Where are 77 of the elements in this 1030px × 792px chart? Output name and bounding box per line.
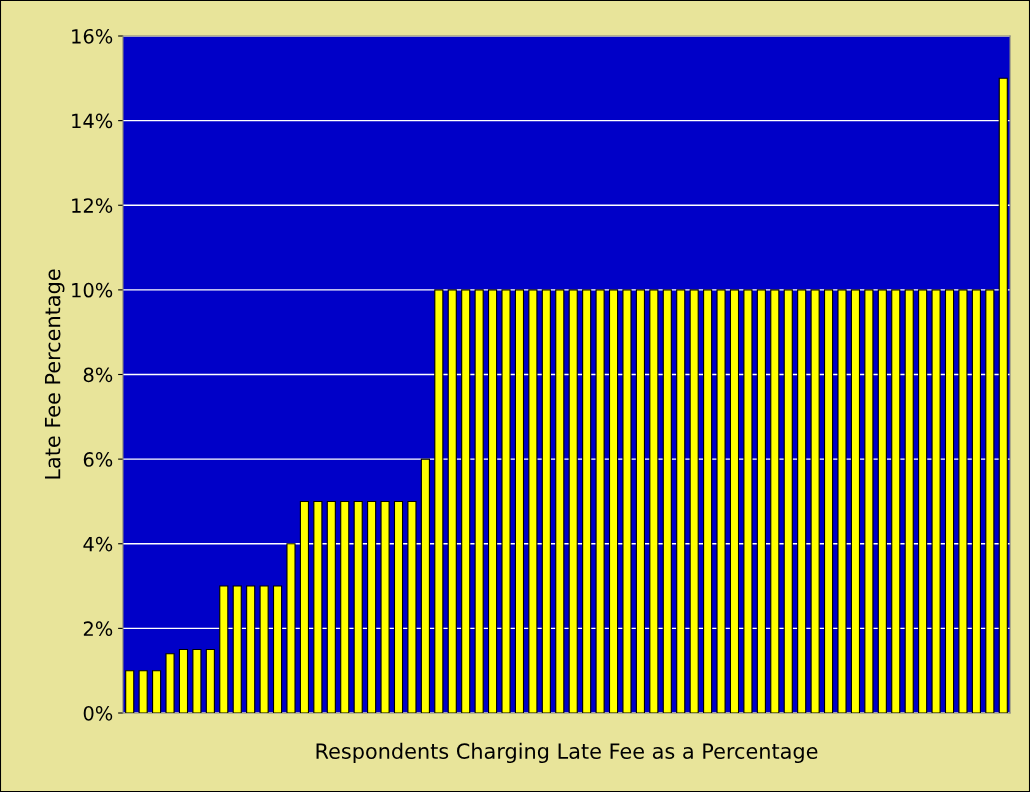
y-tick-label: 10% — [72, 282, 113, 298]
bar — [823, 289, 834, 713]
bar — [622, 289, 632, 713]
bar — [380, 500, 390, 713]
bar — [716, 289, 726, 713]
bar — [474, 289, 484, 713]
bar — [864, 289, 874, 713]
bar — [649, 289, 659, 713]
bar — [353, 500, 363, 713]
y-tick-label: 0% — [83, 705, 113, 721]
bar — [434, 289, 444, 713]
bar — [595, 289, 605, 713]
bar — [555, 289, 565, 713]
bar — [891, 289, 901, 713]
bar — [219, 585, 229, 713]
bar — [487, 289, 498, 713]
bar — [998, 77, 1008, 713]
bar — [662, 289, 672, 713]
bar — [286, 543, 296, 713]
bar — [877, 289, 887, 713]
bar — [367, 500, 377, 713]
bar — [729, 289, 740, 713]
bar — [770, 289, 780, 713]
bar — [259, 585, 269, 713]
bar — [756, 289, 766, 713]
bar — [447, 289, 457, 713]
bar — [971, 289, 981, 713]
bar — [689, 289, 699, 713]
bar — [635, 289, 646, 713]
bar — [703, 289, 713, 713]
bar — [904, 289, 914, 713]
bar — [420, 458, 430, 713]
bar — [514, 289, 525, 713]
bar — [944, 289, 955, 713]
bar — [125, 670, 135, 713]
bar — [541, 289, 551, 713]
y-tick-label: 8% — [83, 367, 113, 383]
y-tick-label: 2% — [83, 621, 113, 637]
bar — [246, 585, 256, 713]
bar — [152, 670, 162, 713]
bar — [797, 289, 807, 713]
bar — [582, 289, 592, 713]
y-tick-label: 6% — [83, 452, 113, 467]
bar — [407, 500, 417, 713]
y-tick-label: 14% — [72, 113, 113, 129]
y-tick-label: 12% — [72, 198, 113, 213]
bar — [192, 648, 202, 713]
bar — [528, 289, 538, 713]
bar — [393, 500, 404, 713]
bar — [326, 500, 336, 713]
bar — [272, 585, 283, 713]
bar — [958, 289, 968, 713]
y-tick-label: 4% — [83, 536, 113, 552]
bar — [783, 289, 793, 713]
bar — [313, 500, 323, 713]
bar — [232, 585, 242, 713]
bar — [850, 289, 861, 713]
bar — [810, 289, 820, 713]
bar — [205, 648, 215, 713]
bar — [837, 289, 847, 713]
y-tick-label: 16% — [72, 28, 113, 44]
bar — [608, 289, 619, 713]
bar — [931, 289, 941, 713]
bar — [985, 289, 995, 713]
bar — [340, 500, 350, 713]
bar — [138, 670, 148, 713]
bar — [743, 289, 753, 713]
bar — [165, 653, 175, 713]
bar — [568, 289, 578, 713]
bar — [299, 500, 310, 713]
bar — [676, 289, 686, 713]
bar — [918, 289, 928, 713]
x-axis-title: Respondents Charging Late Fee as a Percentage — [316, 742, 818, 764]
bar — [178, 648, 189, 713]
y-axis-title: Late Fee Percentage — [44, 269, 65, 479]
bar — [461, 289, 471, 713]
bar — [501, 289, 511, 713]
